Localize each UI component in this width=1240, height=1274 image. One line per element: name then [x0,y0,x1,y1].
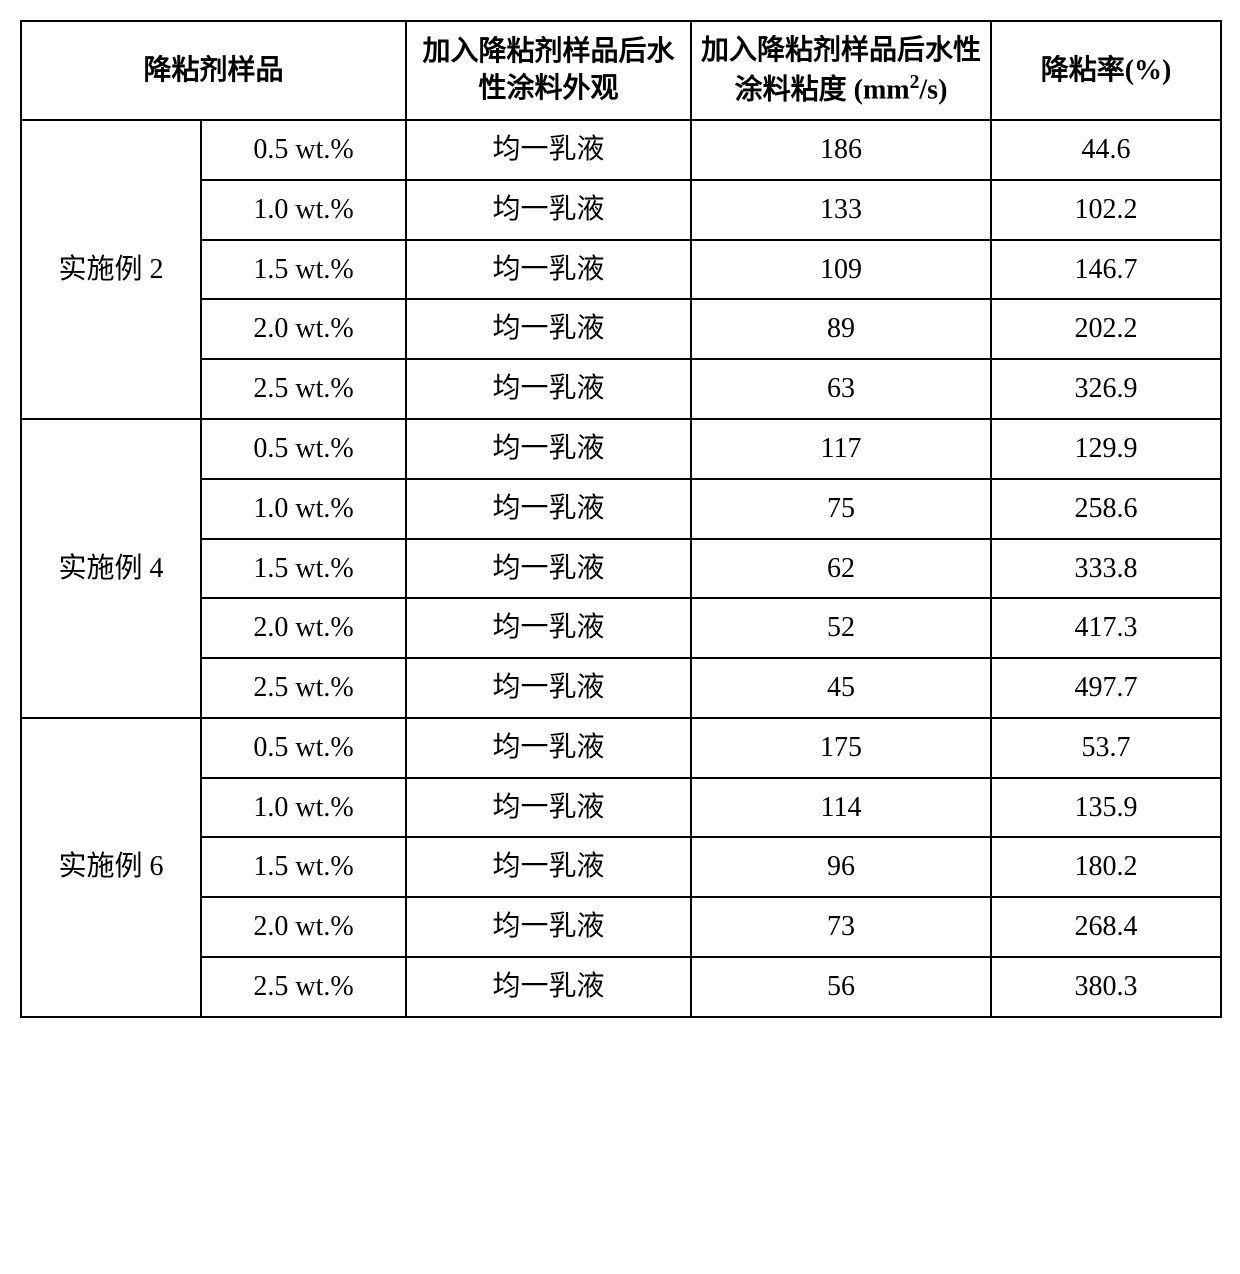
appearance-cell: 均一乳液 [406,240,691,300]
viscosity-cell: 114 [691,778,991,838]
table-row: 1.0 wt.%均一乳液114135.9 [21,778,1221,838]
appearance-cell: 均一乳液 [406,120,691,180]
header-appearance: 加入降粘剂样品后水性涂料外观 [406,21,691,120]
group-name-cell: 实施例 4 [21,419,201,718]
viscosity-cell: 56 [691,957,991,1017]
header-sample: 降粘剂样品 [21,21,406,120]
viscosity-cell: 175 [691,718,991,778]
pct-cell: 0.5 wt.% [201,419,406,479]
pct-cell: 2.0 wt.% [201,897,406,957]
table-row: 2.0 wt.%均一乳液73268.4 [21,897,1221,957]
table-row: 2.5 wt.%均一乳液45497.7 [21,658,1221,718]
viscosity-table: 降粘剂样品 加入降粘剂样品后水性涂料外观 加入降粘剂样品后水性涂料粘度 (mm2… [20,20,1222,1018]
rate-cell: 417.3 [991,598,1221,658]
viscosity-cell: 52 [691,598,991,658]
viscosity-cell: 62 [691,539,991,599]
pct-cell: 2.5 wt.% [201,957,406,1017]
rate-cell: 129.9 [991,419,1221,479]
viscosity-cell: 186 [691,120,991,180]
pct-cell: 1.5 wt.% [201,240,406,300]
rate-cell: 497.7 [991,658,1221,718]
header-viscosity-sup: 2 [910,72,920,93]
group-name-cell: 实施例 2 [21,120,201,419]
header-rate: 降粘率(%) [991,21,1221,120]
appearance-cell: 均一乳液 [406,180,691,240]
pct-cell: 2.0 wt.% [201,299,406,359]
group-name-cell: 实施例 6 [21,718,201,1017]
appearance-cell: 均一乳液 [406,837,691,897]
table-row: 实施例 20.5 wt.%均一乳液18644.6 [21,120,1221,180]
appearance-cell: 均一乳液 [406,479,691,539]
header-viscosity: 加入降粘剂样品后水性涂料粘度 (mm2/s) [691,21,991,120]
appearance-cell: 均一乳液 [406,299,691,359]
viscosity-cell: 45 [691,658,991,718]
table-row: 1.0 wt.%均一乳液133102.2 [21,180,1221,240]
rate-cell: 380.3 [991,957,1221,1017]
appearance-cell: 均一乳液 [406,598,691,658]
viscosity-cell: 63 [691,359,991,419]
viscosity-cell: 133 [691,180,991,240]
table-row: 实施例 60.5 wt.%均一乳液17553.7 [21,718,1221,778]
pct-cell: 2.0 wt.% [201,598,406,658]
rate-cell: 202.2 [991,299,1221,359]
rate-cell: 102.2 [991,180,1221,240]
pct-cell: 1.0 wt.% [201,479,406,539]
table-row: 1.5 wt.%均一乳液62333.8 [21,539,1221,599]
appearance-cell: 均一乳液 [406,957,691,1017]
table-row: 2.0 wt.%均一乳液52417.3 [21,598,1221,658]
pct-cell: 2.5 wt.% [201,658,406,718]
appearance-cell: 均一乳液 [406,778,691,838]
table-row: 1.5 wt.%均一乳液96180.2 [21,837,1221,897]
table-row: 2.5 wt.%均一乳液63326.9 [21,359,1221,419]
pct-cell: 1.5 wt.% [201,837,406,897]
appearance-cell: 均一乳液 [406,718,691,778]
viscosity-cell: 109 [691,240,991,300]
table-row: 实施例 40.5 wt.%均一乳液117129.9 [21,419,1221,479]
pct-cell: 0.5 wt.% [201,120,406,180]
rate-cell: 180.2 [991,837,1221,897]
rate-cell: 268.4 [991,897,1221,957]
rate-cell: 333.8 [991,539,1221,599]
header-row: 降粘剂样品 加入降粘剂样品后水性涂料外观 加入降粘剂样品后水性涂料粘度 (mm2… [21,21,1221,120]
table-row: 2.0 wt.%均一乳液89202.2 [21,299,1221,359]
pct-cell: 1.0 wt.% [201,778,406,838]
header-viscosity-post: /s) [919,74,947,105]
rate-cell: 258.6 [991,479,1221,539]
table-row: 1.0 wt.%均一乳液75258.6 [21,479,1221,539]
rate-cell: 326.9 [991,359,1221,419]
viscosity-cell: 117 [691,419,991,479]
rate-cell: 44.6 [991,120,1221,180]
pct-cell: 1.5 wt.% [201,539,406,599]
appearance-cell: 均一乳液 [406,897,691,957]
viscosity-cell: 89 [691,299,991,359]
appearance-cell: 均一乳液 [406,359,691,419]
appearance-cell: 均一乳液 [406,539,691,599]
viscosity-cell: 73 [691,897,991,957]
viscosity-cell: 96 [691,837,991,897]
rate-cell: 146.7 [991,240,1221,300]
pct-cell: 2.5 wt.% [201,359,406,419]
rate-cell: 53.7 [991,718,1221,778]
table-row: 2.5 wt.%均一乳液56380.3 [21,957,1221,1017]
pct-cell: 1.0 wt.% [201,180,406,240]
viscosity-cell: 75 [691,479,991,539]
table-body: 实施例 20.5 wt.%均一乳液18644.61.0 wt.%均一乳液1331… [21,120,1221,1017]
rate-cell: 135.9 [991,778,1221,838]
pct-cell: 0.5 wt.% [201,718,406,778]
appearance-cell: 均一乳液 [406,419,691,479]
table-row: 1.5 wt.%均一乳液109146.7 [21,240,1221,300]
appearance-cell: 均一乳液 [406,658,691,718]
